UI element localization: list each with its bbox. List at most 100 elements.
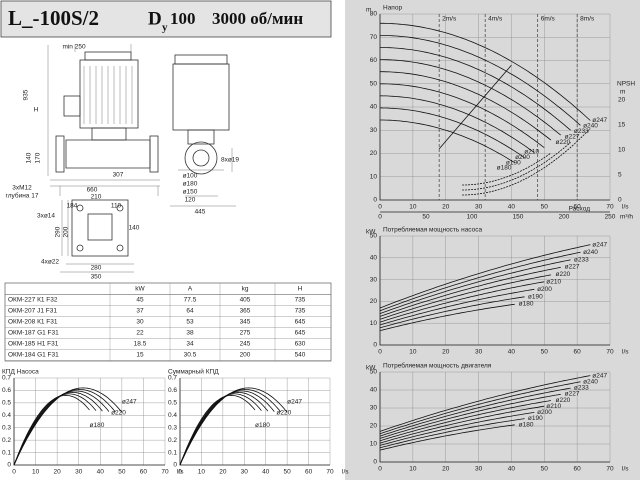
model-cell: ОКМ-185 Н1 F31 — [8, 341, 59, 348]
x-tick-label: 0 — [378, 466, 382, 473]
head-curve — [380, 47, 571, 131]
table-cell: 30.5 — [184, 352, 197, 359]
curve-label: ø200 — [537, 409, 552, 416]
curve-label: ø233 — [574, 256, 589, 263]
x-tick-label: 40 — [508, 466, 516, 473]
table-cell: 275 — [240, 330, 251, 337]
x-tick-label: 70 — [161, 469, 169, 476]
curve-label: ø247 — [592, 372, 607, 379]
column-header: A — [188, 286, 193, 293]
model-cell: ОКМ-227 К1 F32 — [8, 297, 58, 304]
table-cell: 18.5 — [134, 341, 147, 348]
dimension-label: глубина 17 — [6, 192, 39, 200]
dimension-label: 8xø19 — [221, 157, 239, 164]
npsh-tick-label: 15 — [618, 122, 626, 129]
efficiency-curve — [179, 394, 256, 466]
efficiency-line — [438, 64, 512, 150]
x-tick-label: 50 — [284, 469, 292, 476]
dimension-label: H — [34, 107, 39, 114]
power-curve — [379, 381, 581, 435]
x-tick-label: 50 — [541, 349, 549, 356]
table-cell: 22 — [136, 330, 144, 337]
x-tick-label: 40 — [97, 469, 105, 476]
npsh-curve — [462, 142, 571, 191]
x-tick-label: 20 — [219, 469, 227, 476]
y-tick-label: 0.1 — [168, 449, 177, 456]
dimension-label: 280 — [91, 265, 102, 272]
model-cell: ОКМ-207 J1 F31 — [8, 308, 57, 315]
curve-label: ø227 — [565, 391, 580, 398]
x-tick-label: 40 — [262, 469, 270, 476]
x-tick-label: 60 — [140, 469, 148, 476]
y-tick-label: 0.2 — [2, 437, 11, 444]
curve-label: ø220 — [555, 397, 570, 404]
dimension-label: 350 — [91, 274, 102, 281]
y-tick-label: 0.6 — [168, 387, 177, 394]
y-tick-label: 10 — [370, 441, 378, 448]
x-tick-label: 30 — [241, 469, 249, 476]
curve-label: ø247 — [592, 241, 607, 248]
x-tick-label: 40 — [508, 204, 516, 211]
power-curve — [379, 296, 525, 329]
head-curve — [380, 35, 581, 126]
x-tick-label: 40 — [508, 349, 516, 356]
curve-label: ø180 — [519, 301, 534, 308]
curve-label: ø240 — [583, 378, 598, 385]
curve-label: ø190 — [528, 415, 543, 422]
table-cell: 405 — [240, 297, 251, 304]
efficiency-curve — [13, 394, 90, 466]
power-curve — [379, 418, 525, 449]
dimension-label: 210 — [91, 194, 102, 201]
y-tick-label: 0.5 — [2, 400, 11, 407]
curve-label: ø220 — [111, 410, 126, 417]
npsh-tick-label: 10 — [618, 147, 626, 154]
velocity-label: 2m/s — [442, 16, 457, 23]
y-tick-label: 0.4 — [168, 412, 177, 419]
x-tick-label: 30 — [475, 204, 483, 211]
flow-tick-label: 50 — [422, 214, 430, 221]
chart-title: Суммарный КПД — [168, 368, 219, 376]
table-cell: 34 — [186, 341, 194, 348]
curve-label: ø240 — [583, 123, 598, 130]
curve-label: ø227 — [565, 264, 580, 271]
power-curve — [379, 405, 545, 444]
power-curve — [379, 393, 561, 439]
dimension-label: 140 — [26, 152, 33, 163]
table-cell: 345 — [240, 319, 251, 326]
pump-drawing — [47, 44, 236, 273]
y-tick-label: 30 — [370, 405, 378, 412]
npsh-unit: m — [620, 89, 625, 96]
column-header: H — [298, 286, 303, 293]
npsh-tick-label: 5 — [618, 172, 622, 179]
x-unit: l/s — [177, 469, 184, 476]
head-curve — [379, 95, 535, 153]
x-tick-label: 10 — [409, 349, 417, 356]
curve-label: ø180 — [90, 422, 105, 429]
y-tick-label: 0 — [173, 462, 177, 469]
efficiency-curve — [13, 393, 97, 466]
x-unit: l/s — [622, 204, 629, 211]
dimension-label: 445 — [195, 209, 206, 216]
table-cell: 37 — [136, 308, 144, 315]
axis — [379, 372, 610, 463]
x-unit: l/s — [342, 469, 349, 476]
power-curve — [379, 387, 571, 437]
flow-tick-label: 250 — [605, 214, 616, 221]
curve-label: ø220 — [555, 271, 570, 278]
d-symbol: D — [148, 8, 162, 29]
dimension-label: 307 — [113, 172, 124, 179]
x-tick-label: 50 — [118, 469, 126, 476]
flow-tick-label: 0 — [378, 214, 382, 221]
column-header: kW — [135, 286, 145, 293]
y-tick-label: 0 — [373, 342, 377, 349]
x-tick-label: 30 — [475, 466, 483, 473]
chart-title: КПД Насоса — [2, 369, 39, 376]
dimension-label: 4xø22 — [41, 259, 59, 266]
table-cell: 245 — [240, 341, 251, 348]
curve-label: ø227 — [565, 134, 580, 141]
x-tick-label: 70 — [606, 466, 614, 473]
x-unit: l/s — [622, 466, 629, 473]
dimension-label: 3xM12 — [12, 185, 32, 192]
